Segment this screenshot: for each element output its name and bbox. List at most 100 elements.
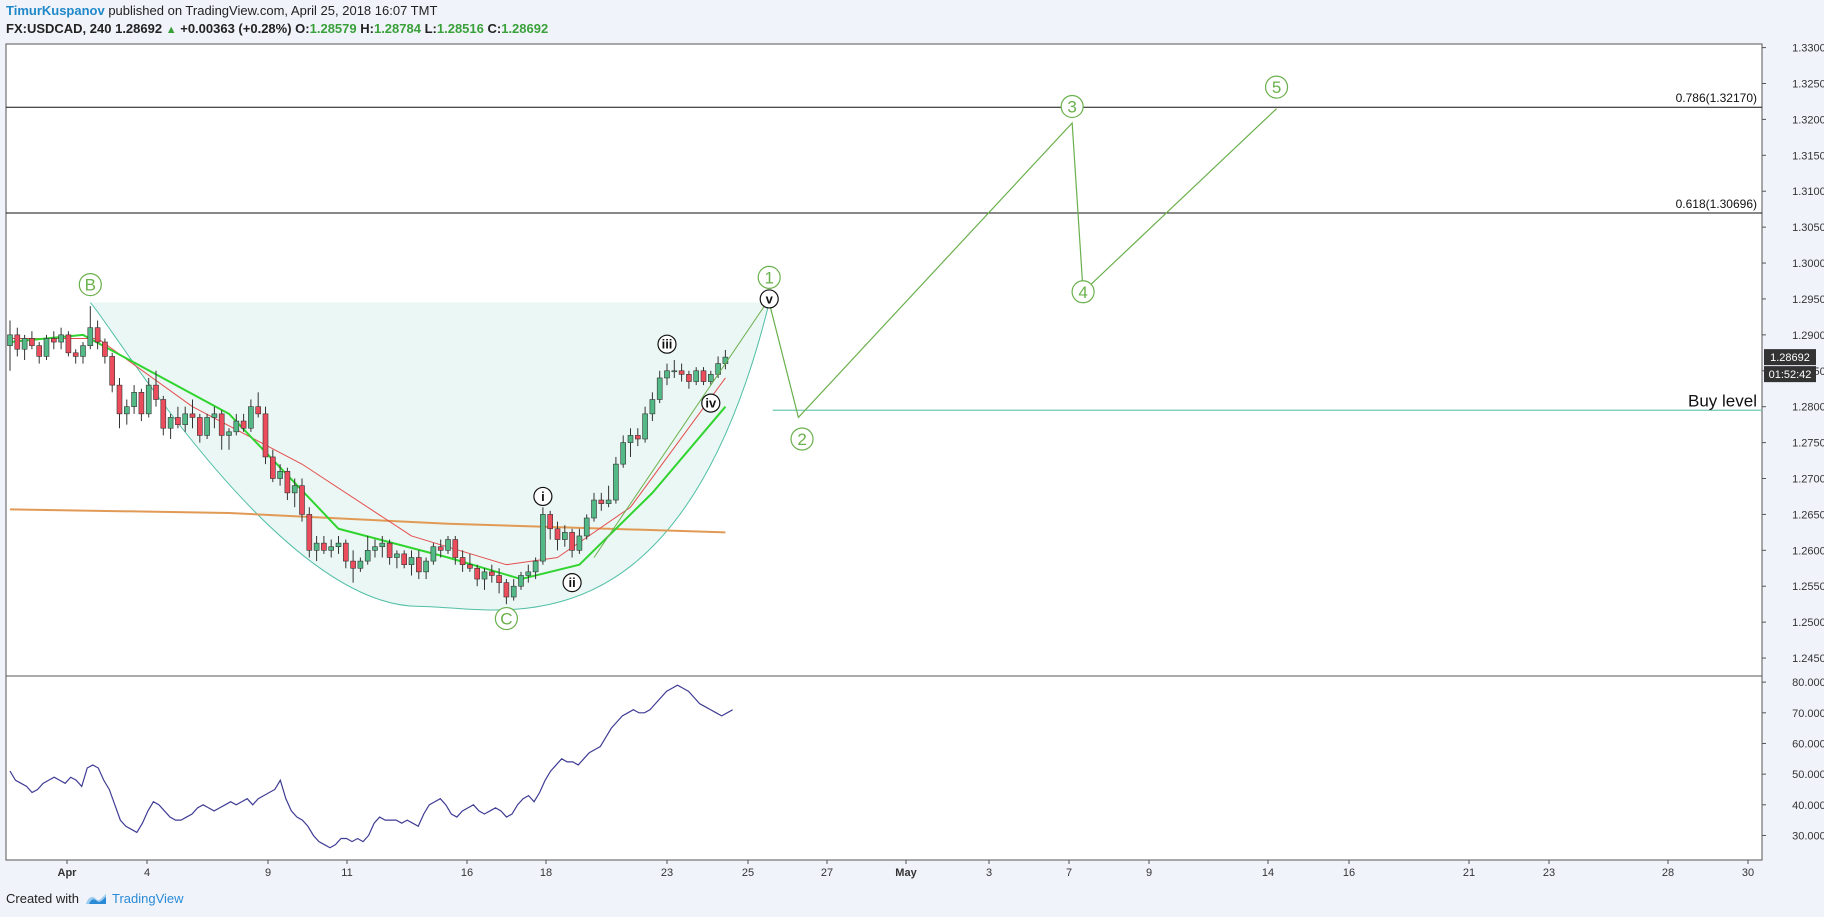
candle-body	[350, 560, 356, 569]
candle-body	[474, 567, 481, 580]
time-axis[interactable]: Apr 4 9 11 16 18 23 25 27 May 3 7 9 14 16 21 23 28 30	[58, 860, 1755, 879]
candle-body	[197, 417, 203, 436]
ema-mid-line	[10, 337, 726, 566]
candle-body	[540, 514, 546, 562]
bowl-fill	[90, 302, 770, 611]
candle	[306, 507, 313, 558]
candle	[437, 539, 444, 558]
candle-body	[21, 338, 28, 350]
candle	[29, 331, 35, 350]
candle	[496, 568, 502, 594]
candle	[350, 550, 356, 583]
wave-label-text: B	[85, 276, 96, 295]
wave-label-text: ii	[568, 575, 575, 590]
time-tick-label: 16	[461, 867, 473, 879]
rsi-tick-label: 50.0000	[1792, 769, 1824, 781]
candle-body	[145, 384, 152, 415]
created-with-text: Created with	[6, 891, 79, 906]
candle	[255, 392, 261, 418]
candle	[87, 306, 94, 350]
candle-body	[379, 542, 386, 548]
price-axis[interactable]: 1.24500 1.25000 1.25500 1.26000 1.26500 1.270…	[1762, 43, 1824, 665]
candle	[262, 406, 269, 465]
candle	[124, 399, 130, 425]
candle-body	[240, 420, 247, 429]
footer: Created with TradingView	[6, 891, 184, 906]
candle	[503, 579, 510, 605]
price-tick-label: 1.31000	[1792, 186, 1824, 198]
symbol-label[interactable]: FX:USDCAD, 240	[6, 21, 112, 36]
candle	[634, 428, 641, 447]
candle-body	[335, 542, 342, 548]
wave-label-3: 3	[1060, 94, 1084, 119]
candle-body	[153, 384, 159, 400]
buy-level-label: Buy level	[1688, 391, 1757, 410]
candle-body	[36, 345, 43, 357]
wave-label-circle	[1264, 75, 1289, 99]
candle	[649, 392, 656, 422]
tradingview-brand: TradingView	[111, 891, 184, 906]
candle-body	[342, 542, 349, 562]
wave-label-text: 2	[797, 430, 806, 449]
candle	[605, 485, 612, 508]
wave-label-text: 4	[1078, 283, 1087, 302]
tradingview-link[interactable]: TradingView	[85, 891, 184, 906]
candle-body	[109, 356, 115, 386]
candle-body	[459, 557, 466, 565]
candle	[707, 370, 714, 386]
candle-body	[102, 341, 108, 357]
symbol-line: FX:USDCAD, 240 1.28692 ▲ +0.00363 (+0.28…	[6, 21, 548, 36]
candle-body	[467, 564, 473, 569]
wave-label-text: v	[766, 291, 774, 306]
author-link[interactable]: TimurKuspanov	[6, 3, 105, 18]
projection-path	[768, 108, 1277, 419]
candle-body	[605, 499, 612, 504]
price-tick-label: 1.32000	[1792, 114, 1824, 126]
candle	[94, 320, 101, 350]
candle-body	[518, 575, 524, 587]
chart-header: TimurKuspanov published on TradingView.c…	[0, 0, 1824, 44]
wave-label-B: B	[78, 272, 102, 297]
candle-body	[576, 535, 583, 551]
time-tick-label: 9	[1146, 867, 1152, 879]
impulse-line	[593, 298, 770, 558]
candle-body	[394, 553, 400, 558]
candle	[678, 363, 685, 382]
wave-label-iv: iv	[701, 393, 721, 413]
candle	[561, 525, 568, 547]
candle	[488, 564, 495, 583]
price-tick-label: 1.26000	[1792, 545, 1824, 557]
candle	[7, 320, 13, 371]
candle	[299, 478, 305, 522]
candle	[58, 327, 64, 350]
candle-body	[437, 546, 444, 551]
candle	[21, 334, 28, 360]
candle	[167, 413, 174, 439]
candle-body	[401, 553, 408, 565]
candle-body	[707, 374, 714, 382]
candle-body	[277, 471, 283, 479]
wave-label-text: iv	[705, 396, 717, 411]
candle-body	[357, 560, 364, 569]
wave-label-iii: iii	[657, 334, 677, 354]
wave-projection[interactable]	[593, 108, 1277, 558]
price-tick-label: 1.27500	[1792, 438, 1824, 450]
candle-body	[218, 413, 225, 436]
candle	[131, 385, 137, 414]
wave-label-text: i	[541, 489, 545, 504]
candle-body	[642, 413, 648, 440]
candle	[540, 507, 546, 565]
candle-body	[627, 435, 634, 443]
candle-body	[423, 560, 429, 573]
horizontal-levels[interactable]: 0.786(1.32170) 0.618(1.30696) Buy level	[6, 91, 1762, 411]
time-tick-label: 4	[144, 867, 150, 879]
candle	[576, 528, 583, 554]
time-tick-label: 18	[540, 867, 552, 879]
price-tick-label: 1.25000	[1792, 617, 1824, 629]
countdown-label: 01:52:42	[1769, 369, 1812, 381]
candle-body	[430, 546, 437, 562]
wave-label-circle	[1071, 280, 1095, 304]
time-tick-label: 16	[1343, 867, 1355, 879]
